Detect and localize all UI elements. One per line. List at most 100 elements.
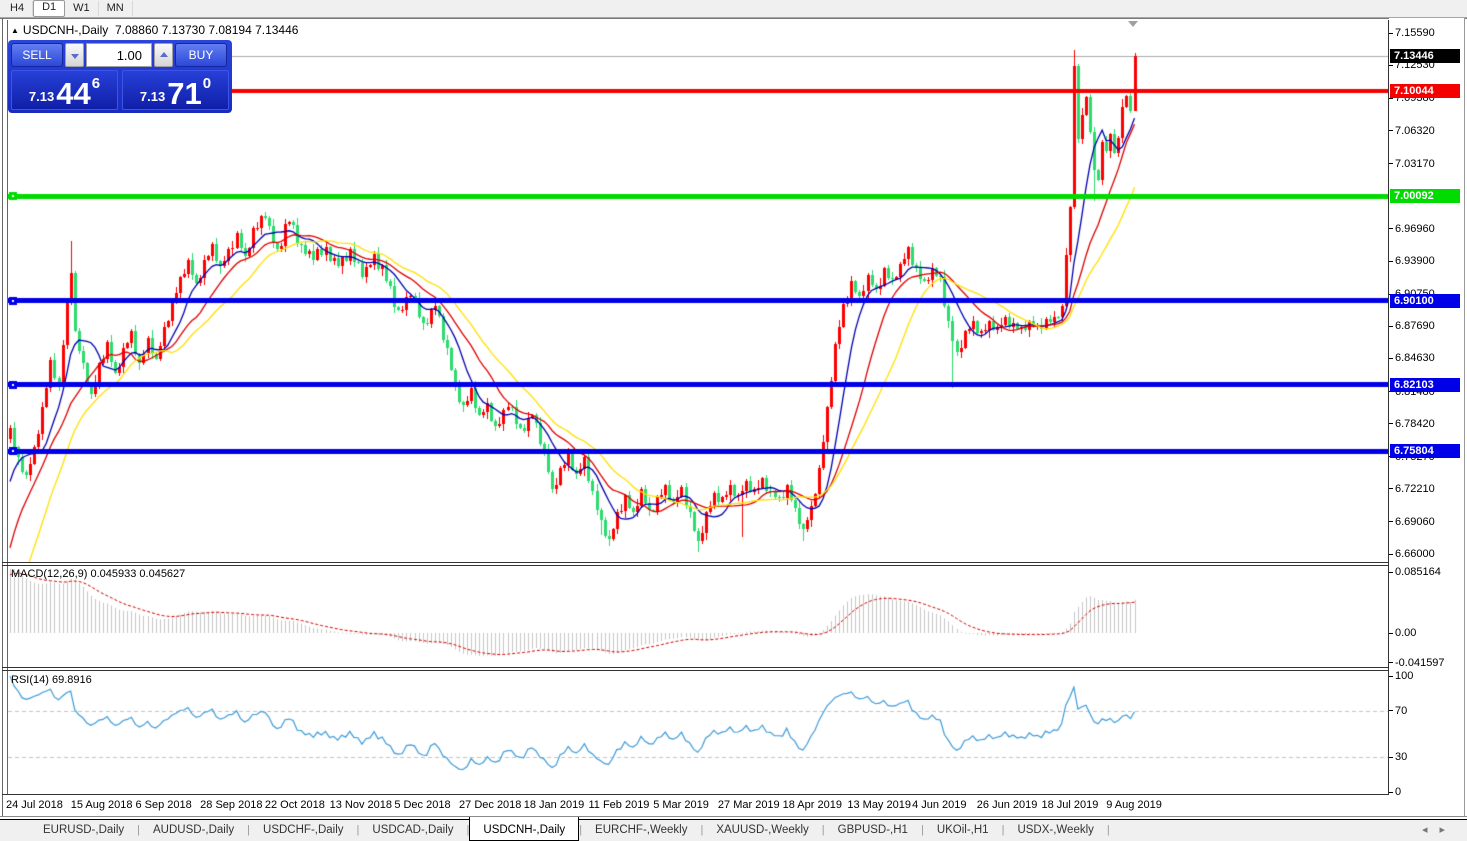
hline-price-label: 6.75804	[1390, 444, 1460, 459]
date-tick-label: 22 Oct 2018	[264, 799, 325, 811]
macd-separator-top[interactable]	[2, 562, 1388, 563]
date-tick-label: 26 Jun 2019	[976, 799, 1038, 811]
tick-dash	[1389, 488, 1393, 490]
volume-increase-button[interactable]	[154, 43, 173, 67]
tick-dash	[1389, 675, 1393, 677]
rsi-axis-label: 30	[1389, 751, 1407, 763]
chart-left-border	[7, 20, 8, 795]
main-chart-canvas[interactable]	[8, 20, 1388, 562]
chart-tab-xauusd-weekly[interactable]: XAUUSD-,Weekly	[716, 824, 809, 836]
axis-separator-line	[1388, 20, 1389, 795]
tab-separator: |	[247, 824, 251, 836]
macd-axis-label: 0.00	[1389, 627, 1416, 639]
tick-dash	[1389, 228, 1393, 230]
hline-price-label: 7.10044	[1390, 84, 1460, 99]
buy-price-big-digits: 71	[167, 75, 202, 111]
date-tick-label: 13 May 2019	[847, 799, 911, 811]
tick-dash	[1389, 791, 1393, 793]
tick-dash	[1389, 32, 1393, 34]
date-tick-label: 18 Jul 2019	[1041, 799, 1099, 811]
price-tick-label: 6.96960	[1389, 223, 1435, 235]
date-tick-label: 4 Jun 2019	[912, 799, 967, 811]
timeframe-button-d1[interactable]: D1	[33, 0, 66, 17]
sell-price-display[interactable]: 7.13 44 6	[11, 70, 118, 110]
rsi-separator-top[interactable]	[2, 667, 1388, 668]
chart-tab-ukoil-h1[interactable]: UKOil-,H1	[936, 824, 989, 836]
date-tick-label: 13 Nov 2018	[329, 799, 392, 811]
timeframe-button-w1[interactable]: W1	[65, 1, 99, 16]
tab-separator: |	[1106, 824, 1110, 836]
volume-decrease-button[interactable]	[65, 43, 84, 67]
macd-axis-label: 0.085164	[1389, 566, 1441, 578]
trade-panel-controls: SELL BUY	[11, 43, 229, 67]
current-price-label: 7.13446	[1390, 48, 1460, 63]
price-axis[interactable]: 7.155907.125307.093807.063207.031706.969…	[1389, 18, 1464, 816]
triangle-up-icon	[160, 52, 168, 57]
date-axis[interactable]: 24 Jul 2018 15 Aug 2018 6 Sep 2018 28 Sep 2…	[6, 795, 1388, 816]
tick-dash	[1389, 64, 1393, 66]
tick-dash	[1389, 357, 1393, 359]
rsi-panel-canvas[interactable]	[8, 671, 1388, 794]
price-tick-label: 6.72210	[1389, 483, 1435, 495]
rsi-indicator-label: RSI(14) 69.8916	[11, 674, 92, 686]
date-tick-label: 24 Jul 2018	[6, 799, 63, 811]
date-tick-label: 27 Mar 2019	[717, 799, 780, 811]
macd-panel-canvas[interactable]	[8, 565, 1388, 667]
chart-tab-usdcnh-daily[interactable]: USDCNH-,Daily	[469, 817, 580, 841]
chart-tab-usdchf-daily[interactable]: USDCHF-,Daily	[263, 824, 344, 836]
rsi-separator-bottom[interactable]	[2, 670, 1388, 671]
tab-separator: |	[137, 824, 141, 836]
date-tick-label: 18 Jan 2019	[523, 799, 585, 811]
tick-dash	[1389, 130, 1393, 132]
window-right-border	[1464, 18, 1465, 817]
triangle-down-icon	[71, 54, 79, 59]
macd-separator-bottom[interactable]	[2, 565, 1388, 566]
tick-dash	[1389, 521, 1393, 523]
tab-scroll-right-icon[interactable]: ▸	[1439, 824, 1457, 836]
chart-tab-usdx-weekly[interactable]: USDX-,Weekly	[1017, 824, 1094, 836]
timeframe-button-mn[interactable]: MN	[99, 1, 133, 16]
buy-price-pip-digit: 0	[202, 75, 212, 92]
collapse-panel-icon[interactable]: ▲	[11, 26, 19, 35]
chart-tab-eurchf-weekly[interactable]: EURCHF-,Weekly	[595, 824, 688, 836]
tab-separator: |	[920, 824, 924, 836]
price-tick-label: 6.66000	[1389, 548, 1435, 560]
date-tick-label: 11 Feb 2019	[588, 799, 650, 811]
tab-separator: |	[700, 824, 704, 836]
chart-tab-usdcad-daily[interactable]: USDCAD-,Daily	[372, 824, 454, 836]
tab-separator: |	[466, 824, 470, 836]
macd-axis-label: -0.041597	[1389, 657, 1445, 669]
chart-tab-eurusd-daily[interactable]: EURUSD-,Daily	[43, 824, 125, 836]
sell-button[interactable]: SELL	[11, 43, 63, 67]
volume-input[interactable]	[86, 43, 152, 67]
hline-price-label: 6.90100	[1390, 293, 1460, 308]
rsi-axis-label: 70	[1389, 705, 1407, 717]
chart-tab-gbpusd-h1[interactable]: GBPUSD-,H1	[837, 824, 908, 836]
timeframe-toolbar: H4 D1 W1 MN	[0, 0, 1467, 18]
buy-price-display[interactable]: 7.13 71 0	[122, 70, 229, 110]
buy-button[interactable]: BUY	[175, 43, 227, 67]
buy-price-prefix: 7.13	[139, 89, 166, 104]
price-tick-label: 6.78420	[1389, 418, 1435, 430]
rsi-axis-label: 0	[1389, 786, 1401, 798]
price-tick-label: 6.93900	[1389, 255, 1435, 267]
timeframe-button-h4[interactable]: H4	[2, 1, 34, 16]
tab-scroll-arrows[interactable]: ◂▸	[1422, 823, 1457, 836]
date-tick-label: 5 Dec 2018	[394, 799, 451, 811]
chart-shift-marker-icon[interactable]	[1128, 21, 1138, 27]
date-tick-label: 6 Sep 2018	[135, 799, 192, 811]
tab-scroll-left-icon[interactable]: ◂	[1421, 824, 1440, 836]
tab-separator: |	[1001, 824, 1005, 836]
chart-symbol-label: USDCNH-,Daily	[22, 23, 109, 37]
chart-ohlc-values: 7.08860 7.13730 7.08194 7.13446	[114, 23, 299, 37]
tick-dash	[1389, 163, 1393, 165]
tick-dash	[1389, 710, 1393, 712]
tick-dash	[1389, 260, 1393, 262]
tick-dash	[1389, 662, 1393, 664]
tick-dash	[1389, 632, 1393, 634]
chart-tab-audusd-daily[interactable]: AUDUSD-,Daily	[153, 824, 235, 836]
window-left-border	[2, 18, 3, 817]
chart-tab-bar: EURUSD-,Daily | AUDUSD-,Daily | USDCHF-,Dail…	[0, 817, 1467, 841]
tab-separator: |	[579, 824, 583, 836]
